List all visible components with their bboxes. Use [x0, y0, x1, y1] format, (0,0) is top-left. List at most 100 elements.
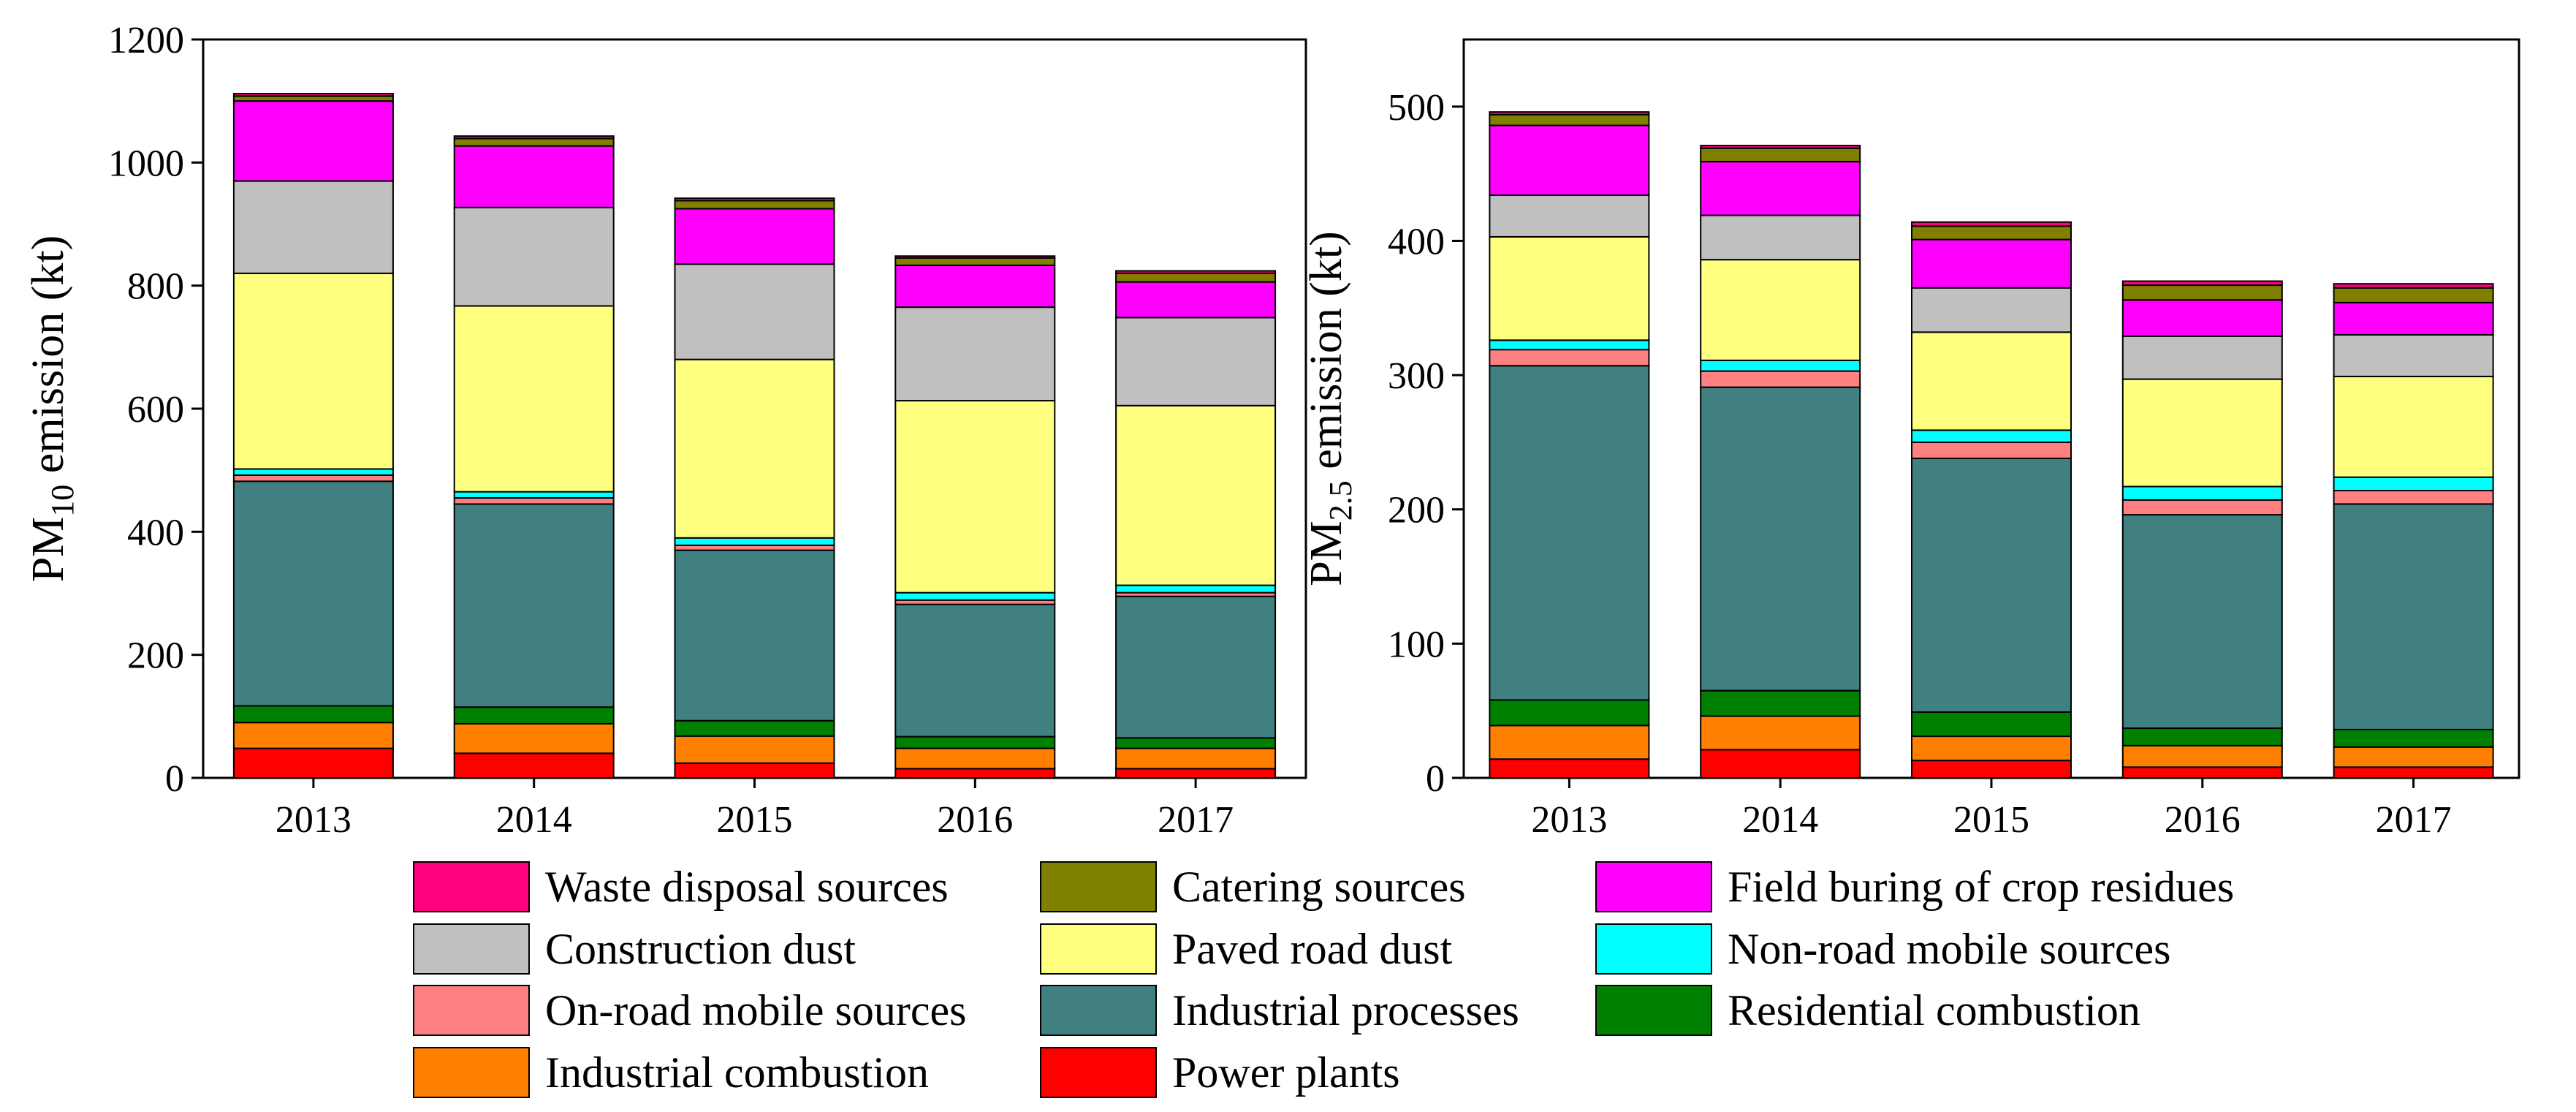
y-tick-label: 600 [127, 389, 184, 431]
bar-segment [232, 100, 394, 182]
bar-segment [1911, 221, 2072, 227]
bar-segment [894, 264, 1056, 309]
legend-label: Industrial processes [1172, 986, 1519, 1035]
x-tick-label: 2014 [496, 799, 572, 841]
bar-segment [2121, 514, 2283, 730]
y-tick-label: 1200 [108, 20, 184, 61]
y-axis-title-rest: emission (kt) [23, 235, 73, 485]
y-tick-label: 800 [127, 266, 184, 308]
legend-label: On-road mobile sources [545, 986, 967, 1035]
bar-segment [894, 591, 1056, 601]
bar-segment [674, 197, 835, 202]
x-tick-label: 2015 [1953, 799, 2029, 841]
bar-segment [453, 722, 615, 754]
bar-segment [232, 95, 394, 102]
pm25-chart: 0 100 200 300 400 500 2013 2014 2015 2016 2017 PM2.… [1302, 38, 2520, 841]
y-tick-label: 100 [1388, 624, 1445, 665]
bar-segment [1911, 457, 2072, 714]
x-tick-label: 2017 [1158, 799, 1234, 841]
bar-segment [2333, 375, 2494, 478]
y-axis-title-main: PM [1302, 521, 1351, 586]
bar-segment [2121, 727, 2283, 746]
bar-segment [232, 747, 394, 779]
bar-segment [894, 257, 1056, 266]
y-tick-label: 400 [1388, 221, 1445, 262]
bar-segment [232, 705, 394, 724]
bar-segment [1489, 725, 1650, 760]
bar-segment [1700, 147, 1861, 163]
bar-segment [894, 603, 1056, 738]
bar-segment [453, 503, 615, 708]
y-tick-label: 200 [127, 635, 184, 677]
bar-segment [2121, 744, 2283, 768]
legend-swatch [1595, 923, 1712, 975]
bar-segment [2121, 280, 2283, 287]
legend-label: Construction dust [545, 925, 856, 973]
legend-swatch [1595, 985, 1712, 1036]
bar-segment [1700, 145, 1861, 149]
legend-label: Residential combustion [1728, 986, 2140, 1035]
bar-segment [1911, 760, 2072, 779]
bar-segment [1700, 749, 1861, 779]
bar-segment [674, 735, 835, 764]
bar-segment [1911, 711, 2072, 738]
legend-swatch [1040, 923, 1157, 975]
pm10-chart: 0 200 400 600 800 1000 1200 2013 2014 2015 2016 201… [23, 20, 1307, 841]
bar-segment [232, 272, 394, 470]
bar-segment [2121, 284, 2283, 301]
bar-segment [1911, 225, 2072, 241]
y-tick-label: 500 [1388, 87, 1445, 129]
bar-segment [2121, 335, 2283, 380]
bar-segment [2121, 499, 2283, 516]
y-tick-label: 0 [1426, 758, 1445, 800]
legend-swatch [413, 923, 530, 975]
bar-segment [894, 306, 1056, 402]
bar-segment [1115, 595, 1277, 739]
bar-segment [2333, 728, 2494, 748]
legend-label: Non-road mobile sources [1728, 925, 2171, 973]
bar-segment [232, 93, 394, 97]
bar-segment [2333, 746, 2494, 768]
bar-segment [1700, 259, 1861, 361]
bar-segment [453, 706, 615, 725]
bar-segment [232, 180, 394, 274]
bar-segment [1911, 331, 2072, 431]
x-tick-label: 2015 [717, 799, 793, 841]
bar-segment [1700, 386, 1861, 692]
bar-segment [1115, 272, 1277, 283]
bar-segment [1489, 349, 1650, 367]
bar-segment [674, 200, 835, 210]
x-tick-label: 2016 [2165, 799, 2241, 841]
x-tick-label: 2016 [937, 799, 1013, 841]
bar-segment [674, 544, 835, 551]
bar-segment [1115, 270, 1277, 274]
bar-segment [1489, 194, 1650, 238]
bar-segment [1489, 235, 1650, 341]
legend-swatch [1040, 985, 1157, 1036]
legend-label: Paved road dust [1172, 925, 1453, 973]
bar-segment [1489, 113, 1650, 126]
bar-segment [1700, 161, 1861, 216]
bar-segment [2121, 485, 2283, 501]
legend-label: Industrial combustion [545, 1048, 929, 1097]
x-tick-label: 2017 [2376, 799, 2452, 841]
bar-segment [674, 208, 835, 265]
bar-segment [1700, 689, 1861, 717]
bar-segment [674, 358, 835, 539]
bar-segment [232, 480, 394, 707]
bar-segment [1489, 111, 1650, 116]
x-tick-label: 2013 [1531, 799, 1607, 841]
y-tick-label: 1000 [108, 143, 184, 184]
legend-swatch [1040, 1047, 1157, 1098]
bar-segment [2333, 283, 2494, 289]
bar-segment [2333, 287, 2494, 303]
y-tick-label: 200 [1388, 490, 1445, 532]
bar-segment [1115, 737, 1277, 749]
bar-segment [1115, 768, 1277, 779]
bar-segment [674, 537, 835, 546]
bar-segment [2333, 503, 2494, 730]
bar-segment [674, 719, 835, 737]
bar-segment [232, 468, 394, 476]
bar-segment [894, 400, 1056, 594]
